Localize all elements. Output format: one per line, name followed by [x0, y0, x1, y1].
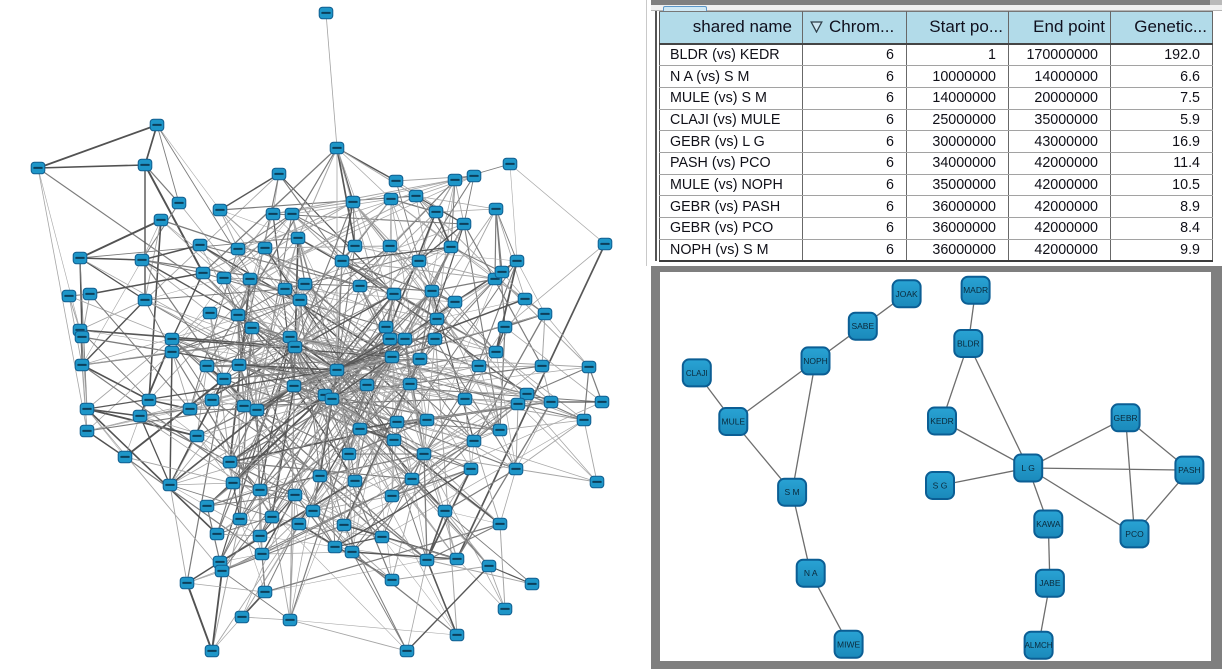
- svg-text:SABE: SABE: [851, 321, 874, 331]
- svg-text:CLAJI: CLAJI: [686, 369, 708, 378]
- svg-text:JOAK: JOAK: [895, 289, 918, 299]
- svg-text:S M: S M: [785, 487, 800, 497]
- svg-text:BLDR: BLDR: [957, 339, 980, 349]
- svg-text:S G: S G: [933, 481, 948, 491]
- svg-text:L G: L G: [1022, 463, 1035, 473]
- svg-text:JABE: JABE: [1039, 578, 1061, 588]
- svg-text:ALMCH: ALMCH: [1025, 641, 1053, 650]
- svg-text:KAWA: KAWA: [1036, 519, 1061, 529]
- svg-text:NOPH: NOPH: [803, 356, 828, 366]
- svg-text:PCO: PCO: [1125, 529, 1144, 539]
- svg-text:GEBR: GEBR: [1114, 413, 1138, 423]
- svg-text:KEDR: KEDR: [930, 416, 954, 426]
- svg-text:MADR: MADR: [963, 285, 988, 295]
- svg-text:N A: N A: [804, 568, 818, 578]
- svg-text:PASH: PASH: [1178, 465, 1201, 475]
- svg-text:MULE: MULE: [721, 417, 745, 427]
- svg-text:MIWE: MIWE: [837, 639, 860, 649]
